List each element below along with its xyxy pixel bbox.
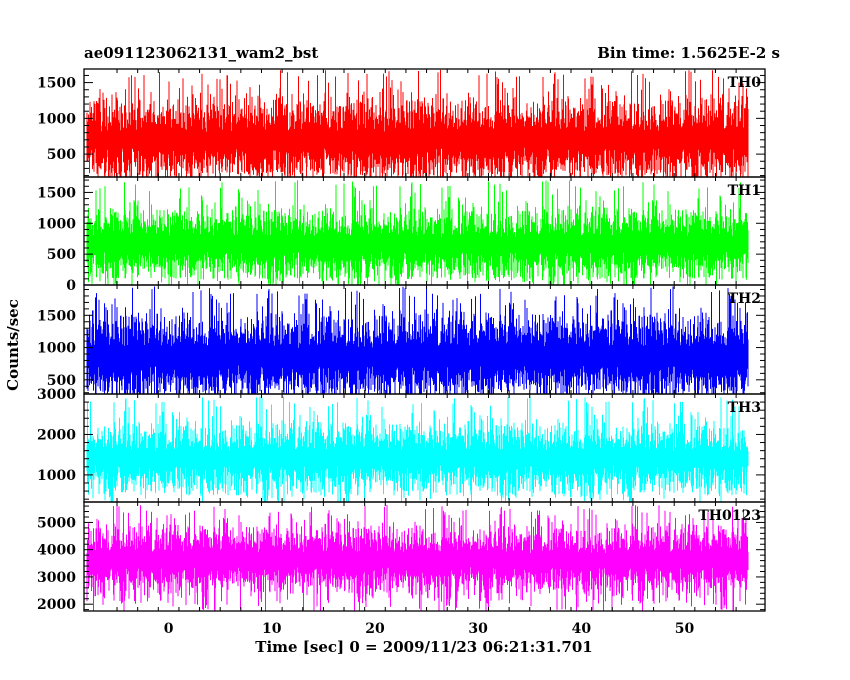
series-label-th0: TH0 (728, 75, 762, 91)
series-trace-th0 (86, 69, 749, 177)
series-label-th2: TH2 (728, 291, 761, 307)
series-label-th3: TH3 (728, 400, 761, 416)
y-tick-label: 1000 (37, 111, 76, 127)
x-tick-label: 40 (572, 621, 592, 637)
series-label-th1: TH1 (728, 183, 761, 199)
series-trace-th3 (86, 396, 749, 502)
series-trace-th1 (86, 180, 749, 285)
series-label-th0123: TH0123 (698, 508, 761, 524)
y-tick-label: 1500 (37, 185, 76, 201)
series-trace-th0123 (86, 504, 749, 611)
y-tick-label: 1000 (37, 468, 76, 484)
x-tick-label: 20 (365, 621, 385, 637)
x-tick-label: 0 (164, 621, 174, 637)
y-tick-label: 500 (47, 247, 76, 263)
y-tick-label: 0 (66, 278, 76, 294)
y-tick-label: 1000 (37, 216, 76, 232)
x-tick-label: 10 (262, 621, 282, 637)
y-tick-label: 1000 (37, 341, 76, 357)
y-tick-label: 3000 (37, 570, 76, 586)
series-trace-th2 (86, 286, 749, 394)
panel-frame-th0123 (83, 501, 766, 612)
y-tick-label: 3000 (37, 387, 76, 403)
y-tick-label: 500 (47, 373, 76, 389)
y-tick-label: 1500 (37, 308, 76, 324)
y-axis-label: Counts/sec (4, 299, 22, 391)
y-tick-label: 1500 (37, 76, 76, 92)
y-tick-label: 5000 (37, 515, 76, 531)
y-tick-label: 2000 (37, 597, 76, 613)
bin-time-label: Bin time: 1.5625E-2 s (597, 44, 780, 62)
x-tick-label: 30 (468, 621, 488, 637)
chart-title: ae091123062131_wam2_bst (84, 44, 319, 62)
x-axis-label: Time [sec] 0 = 2009/11/23 06:21:31.701 (255, 638, 593, 656)
y-tick-label: 4000 (37, 543, 76, 559)
y-tick-label: 500 (47, 147, 76, 163)
x-tick-label: 50 (675, 621, 695, 637)
y-tick-label: 2000 (37, 427, 76, 443)
